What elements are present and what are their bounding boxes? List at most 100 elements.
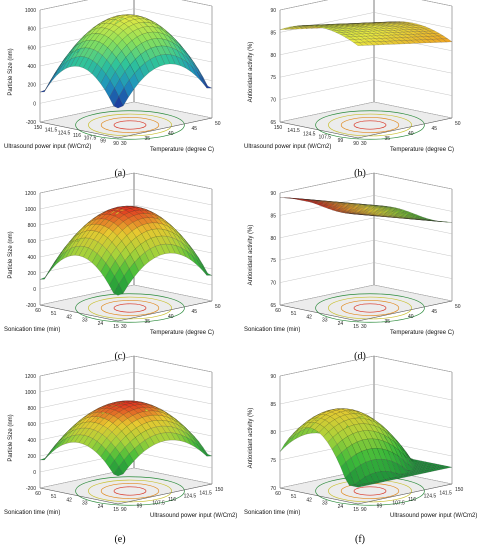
y-tick-label: 40	[168, 131, 174, 137]
x-axis-title: Sonication time (min)	[244, 327, 300, 333]
panel-label: (b)	[354, 168, 366, 179]
z-tick-label: 400	[28, 64, 37, 70]
z-tick-label: 0	[33, 287, 36, 293]
y-axis-title: Temperature (degree C)	[150, 330, 214, 336]
z-axis-title: Antioxidant activity (%)	[248, 408, 254, 469]
response-surface	[39, 14, 213, 109]
z-tick-label: 800	[28, 223, 37, 229]
y-tick-label: 99	[137, 504, 143, 510]
floor-edge	[39, 117, 213, 139]
z-tick-label: 600	[28, 239, 37, 245]
y-tick-label: 30	[361, 324, 367, 330]
z-tick-label: 600	[28, 422, 37, 428]
y-tick-label: 107.5	[392, 500, 405, 506]
z-tick-label: 0	[33, 101, 36, 107]
z-tick-label: 85	[270, 402, 276, 408]
contour-line	[75, 476, 185, 506]
x-tick-label: 90	[113, 141, 119, 147]
x-tick-label: 107.5	[84, 136, 97, 142]
gridline	[279, 239, 453, 261]
y-tick-label: 45	[432, 126, 438, 132]
gridline	[39, 8, 213, 29]
y-tick-label: 50	[455, 121, 461, 127]
contour-line	[340, 300, 400, 316]
z-tick-label: 70	[270, 486, 276, 492]
z-tick-label: 1000	[25, 207, 36, 213]
y-tick-label: 116	[168, 497, 176, 503]
surface-cell	[197, 260, 207, 276]
x-tick-label: 15	[113, 324, 119, 330]
z-axis-title: Particle Size (nm)	[8, 414, 14, 461]
z-tick-label: 90	[270, 374, 276, 380]
y-tick-label: 124.5	[184, 494, 197, 500]
y-tick-label: 124.5	[424, 494, 437, 500]
x-tick-label: 33	[322, 501, 328, 507]
z-tick-label: 400	[28, 438, 37, 444]
surface-cell	[202, 266, 213, 276]
panel-label: (f)	[355, 534, 365, 545]
gridline	[279, 0, 453, 11]
chart-panel-d: 65 70 75 80 85 90 60 51 42 33 24 15 30 35 40 45 50 Sonica…	[244, 172, 461, 362]
z-tick-label: 85	[270, 213, 276, 219]
y-axis-title: Temperature (degree C)	[390, 330, 454, 336]
z-tick-label: 400	[28, 255, 37, 261]
y-tick-label: 150	[215, 487, 224, 493]
gridline	[39, 371, 213, 393]
x-axis-title: Ultrasound power input (W/Cm2)	[4, 144, 91, 150]
gridline	[279, 383, 453, 405]
panel-label: (d)	[354, 351, 366, 362]
panel-label: (e)	[114, 534, 125, 545]
chart-panel-a: -200 0 200 400 600 800 1000 150 141.5 124.5 116 107…	[4, 0, 221, 179]
contour-line	[75, 110, 185, 140]
surface-cell	[52, 440, 63, 452]
y-tick-label: 141.5	[439, 490, 452, 496]
z-axis-title: Particle Size (nm)	[8, 48, 14, 95]
y-tick-label: 150	[455, 487, 464, 493]
floor-edge	[39, 300, 213, 322]
gridline	[39, 355, 213, 377]
surface-cell	[39, 452, 50, 461]
contour-line	[113, 486, 147, 496]
contour-line	[100, 300, 160, 316]
x-tick-label: 24	[338, 321, 344, 327]
x-tick-label: 116	[73, 133, 81, 139]
y-tick-label: 40	[408, 314, 414, 320]
z-axis-title: Antioxidant activity (%)	[248, 225, 254, 286]
x-tick-label: 99	[100, 138, 106, 144]
x-tick-label: 33	[82, 501, 88, 507]
z-tick-label: 200	[28, 271, 37, 277]
surface-cell	[48, 258, 59, 273]
y-tick-label: 30	[361, 141, 367, 147]
contour-line	[315, 110, 425, 140]
contour-line	[315, 293, 425, 323]
surface-cell	[285, 434, 295, 447]
y-axis-title: Temperature (degree C)	[150, 147, 214, 153]
gridline	[39, 204, 213, 226]
x-tick-label: 24	[338, 504, 344, 510]
x-tick-label: 107.5	[319, 135, 332, 141]
x-tick-label: 42	[306, 497, 312, 503]
contour-line	[100, 483, 160, 499]
x-tick-label: 24	[98, 504, 104, 510]
x-tick-label: 15	[113, 507, 119, 513]
y-tick-label: 40	[168, 314, 174, 320]
y-tick-label: 107.5	[152, 500, 165, 506]
gridline	[279, 355, 453, 377]
y-tick-label: 30	[121, 141, 127, 147]
contour-line	[88, 296, 172, 320]
surface-cell	[202, 78, 213, 89]
contour-line	[100, 117, 160, 133]
y-tick-label: 35	[385, 136, 391, 142]
x-axis-title: Sonication time (min)	[244, 510, 300, 516]
z-tick-label: 70	[270, 281, 276, 287]
contour-line	[328, 296, 412, 320]
gridline	[279, 195, 453, 216]
contour-line	[328, 113, 412, 137]
z-axis-title: Antioxidant activity (%)	[248, 42, 254, 103]
z-tick-label: 65	[270, 303, 276, 309]
z-tick-label: 0	[33, 470, 36, 476]
x-tick-label: 42	[66, 314, 72, 320]
contour-line	[353, 120, 387, 130]
response-surface	[39, 205, 213, 296]
back-wall-left	[279, 172, 375, 306]
